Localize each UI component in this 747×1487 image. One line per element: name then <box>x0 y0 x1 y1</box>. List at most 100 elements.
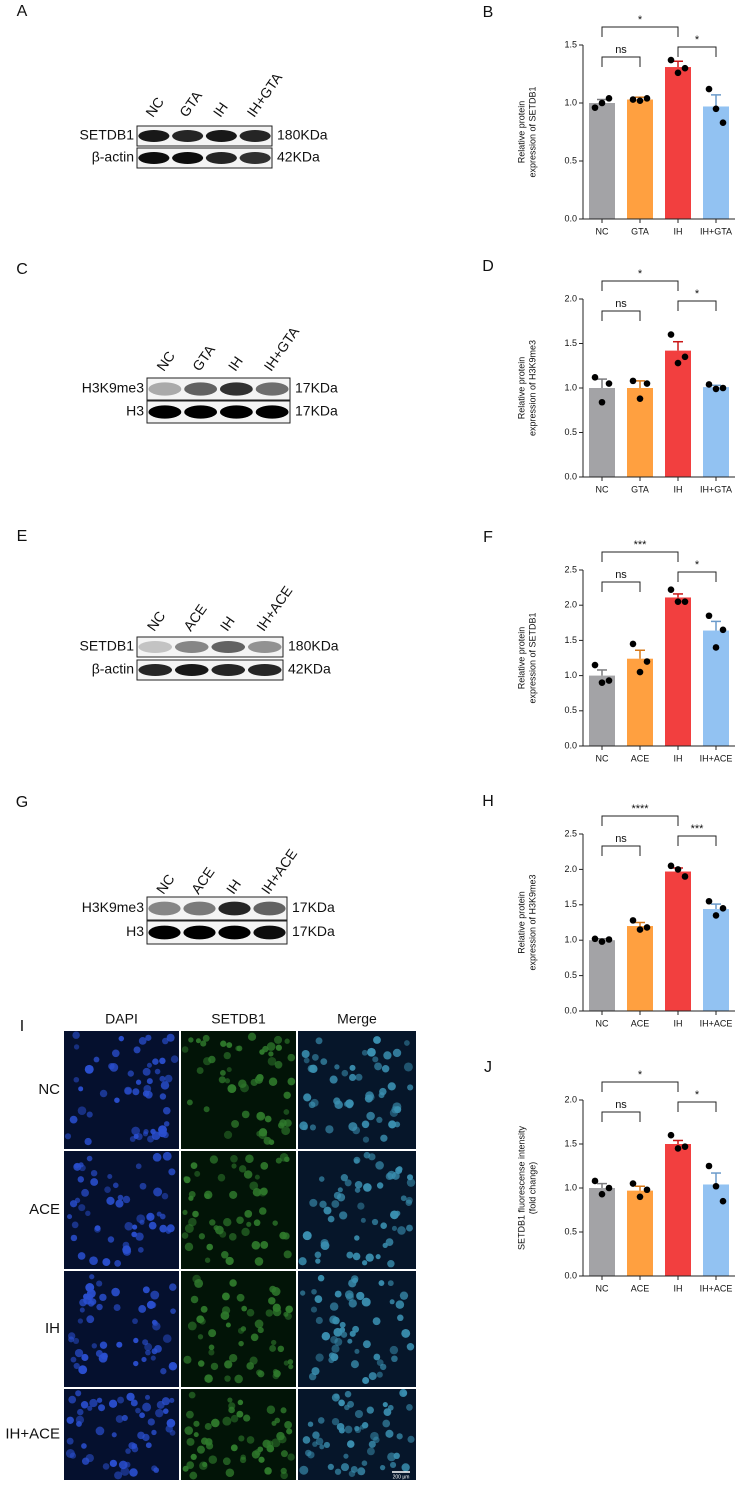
cell <box>284 1156 290 1163</box>
cell <box>274 1417 281 1424</box>
cell <box>67 1214 73 1220</box>
cell <box>73 1076 80 1083</box>
cell <box>102 1463 110 1470</box>
panel-letter: G <box>16 794 28 811</box>
cell <box>353 1158 360 1164</box>
cell <box>139 1412 145 1419</box>
x-tick-label: IH+ACE <box>700 753 733 763</box>
lane-label: IH <box>210 99 231 120</box>
lane-label: NC <box>153 871 178 897</box>
y-tick-label: 0.5 <box>564 970 577 980</box>
cell <box>331 1344 340 1353</box>
cell <box>151 1131 161 1141</box>
cell <box>193 1432 199 1438</box>
y-axis-label: Relative protein <box>516 627 526 690</box>
cell <box>90 1178 99 1186</box>
lane-label: GTA <box>176 87 205 119</box>
cell <box>181 1232 189 1239</box>
y-tick-label: 0.0 <box>564 1270 577 1280</box>
data-point <box>705 381 713 388</box>
cell <box>279 1231 287 1240</box>
cell <box>253 1219 261 1227</box>
cell <box>226 1067 232 1073</box>
panel-letter: D <box>482 258 494 275</box>
cell <box>379 1087 387 1096</box>
cell <box>224 1360 233 1369</box>
data-point <box>712 385 720 393</box>
cell <box>363 1151 371 1159</box>
cell <box>368 1440 376 1448</box>
cell <box>192 1274 201 1284</box>
x-tick-label: IH+GTA <box>700 226 732 236</box>
cell <box>272 1220 278 1226</box>
cell <box>80 1401 89 1409</box>
lane-label: NC <box>153 348 178 374</box>
cell <box>285 1305 293 1314</box>
data-point <box>667 331 675 338</box>
cell <box>256 1112 264 1120</box>
lane-label: IH+GTA <box>244 69 286 120</box>
blot-band <box>218 925 251 940</box>
data-point <box>643 380 651 387</box>
data-point <box>674 69 682 77</box>
blot-band <box>172 152 204 164</box>
cell <box>142 1131 149 1137</box>
significance-bracket <box>677 300 717 311</box>
data-point <box>591 374 599 381</box>
cell <box>77 1106 87 1115</box>
y-axis-label: expression of SETDB1 <box>527 612 537 703</box>
cell <box>77 1408 84 1416</box>
data-point <box>598 99 606 107</box>
y-tick-label: 2.5 <box>564 828 577 838</box>
significance-label: * <box>695 1089 700 1101</box>
cell <box>288 1364 294 1370</box>
cell <box>124 1221 134 1231</box>
blot-frame <box>136 659 284 681</box>
blot-band <box>218 901 251 916</box>
bar <box>627 99 653 219</box>
cell <box>250 1333 259 1342</box>
cell <box>314 1251 322 1259</box>
cell <box>391 1225 398 1231</box>
y-tick-label: 1.0 <box>564 670 577 680</box>
cell <box>64 1133 72 1140</box>
cell <box>361 1297 371 1307</box>
lane-label: IH <box>223 876 244 897</box>
cell <box>348 1073 357 1082</box>
blot-band <box>255 382 289 396</box>
significance-label: ns <box>615 569 627 581</box>
blot-size-label: 180KDa <box>288 638 339 654</box>
cell <box>159 1093 167 1100</box>
cell <box>68 1395 77 1404</box>
cell <box>130 1399 138 1407</box>
cell <box>146 1078 153 1085</box>
cell <box>395 1167 403 1175</box>
cell <box>77 1318 84 1324</box>
cell <box>397 1314 404 1322</box>
cell <box>183 1355 192 1364</box>
cell <box>339 1211 348 1220</box>
data-point <box>591 104 599 111</box>
cell <box>401 1463 410 1472</box>
significance-label: * <box>638 268 643 280</box>
blot-size-label: 42KDa <box>288 661 331 677</box>
significance-bracket <box>601 280 679 291</box>
cell <box>268 1077 278 1086</box>
x-tick-label: NC <box>596 753 609 763</box>
x-tick-label: IH+GTA <box>700 484 732 494</box>
cell <box>69 1115 78 1124</box>
bar <box>703 1184 729 1276</box>
cell <box>357 1467 366 1476</box>
cell <box>142 1067 151 1076</box>
cell <box>95 1349 103 1357</box>
cell <box>366 1447 375 1456</box>
blot-row-label: SETDB1 <box>80 127 135 143</box>
cell <box>254 1257 264 1266</box>
cell <box>275 1044 282 1051</box>
cell <box>112 1182 119 1189</box>
cell <box>132 1224 138 1230</box>
cell <box>145 1349 151 1356</box>
cell <box>96 1280 103 1287</box>
blot-band <box>183 925 216 940</box>
cell <box>366 1406 374 1414</box>
